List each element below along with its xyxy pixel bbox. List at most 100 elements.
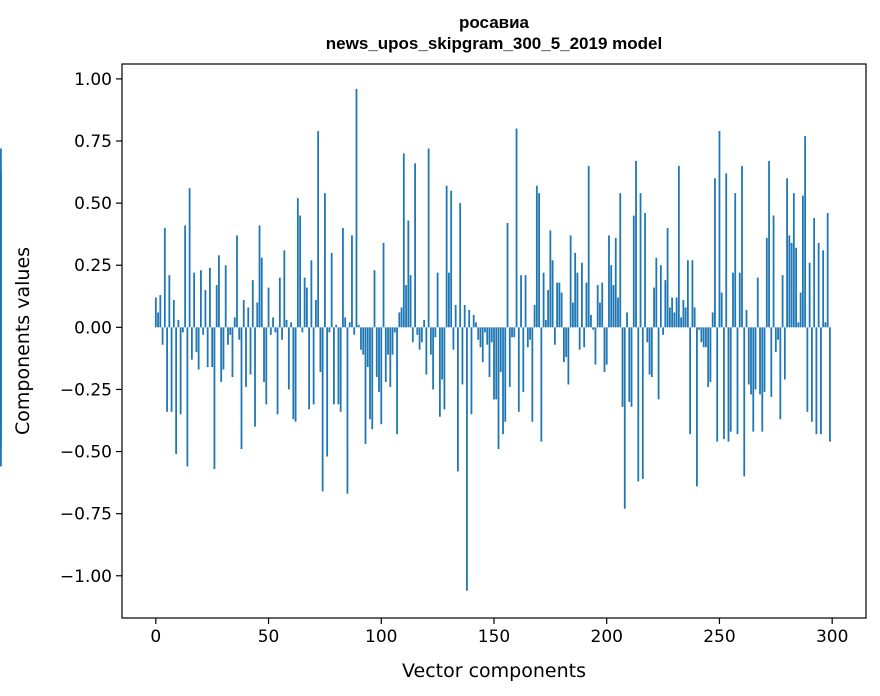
bar-187 <box>576 272 579 328</box>
bar-180 <box>560 292 563 328</box>
bar-155 <box>504 327 507 422</box>
bar-188 <box>578 327 581 350</box>
bar-60 <box>290 322 292 328</box>
bar-222 <box>655 257 658 328</box>
bar-260 <box>741 165 743 328</box>
bar-167 <box>531 327 534 422</box>
bar-146 <box>484 327 486 333</box>
bar-18 <box>195 327 198 353</box>
bar-42 <box>249 327 252 375</box>
bar-24 <box>209 267 211 328</box>
bar-283 <box>792 193 795 328</box>
bar-279 <box>783 327 786 380</box>
bar-25 <box>211 327 214 368</box>
bar-40 <box>245 327 247 387</box>
bar-19 <box>197 327 200 370</box>
bar-297 <box>824 322 827 328</box>
bar-79 <box>333 327 335 405</box>
bar-61 <box>292 327 295 420</box>
bar-184 <box>569 235 572 328</box>
bar-35 <box>233 317 236 328</box>
bar-59 <box>287 327 290 390</box>
bar-191 <box>585 282 588 328</box>
x-tick-label: 150 <box>478 627 510 647</box>
bar-265 <box>752 327 755 432</box>
bar-124 <box>434 327 437 338</box>
bar-207 <box>621 327 624 407</box>
bar-259 <box>738 272 741 328</box>
bar-122 <box>429 327 432 355</box>
bar-51 <box>269 327 272 335</box>
bar-38 <box>240 327 243 450</box>
bar-221 <box>653 287 655 328</box>
bar-208 <box>623 327 626 509</box>
bar-108 <box>398 312 401 328</box>
bar-84 <box>344 317 347 328</box>
bar-149 <box>490 327 493 343</box>
bar-78 <box>330 252 333 328</box>
bar-185 <box>572 302 574 328</box>
bar-250 <box>718 131 721 328</box>
bar-280 <box>786 178 788 328</box>
bar-176 <box>551 260 554 328</box>
bar-290 <box>808 262 811 328</box>
bar-190 <box>583 327 586 348</box>
bar-240 <box>696 327 698 487</box>
bar-14 <box>186 327 189 467</box>
bar-27 <box>215 285 218 328</box>
bar-104 <box>389 327 392 387</box>
bar-152 <box>497 327 500 450</box>
bar-64 <box>299 215 302 328</box>
bar-199 <box>603 327 606 373</box>
bar-169 <box>535 185 538 328</box>
bar-32 <box>227 327 229 345</box>
bar-166 <box>529 327 531 340</box>
bar-4 <box>163 227 166 328</box>
bar-76 <box>326 327 329 457</box>
bar-17 <box>193 272 196 328</box>
bar-82 <box>339 327 342 412</box>
bar-2 <box>159 295 162 328</box>
bar-99 <box>378 327 380 392</box>
bar-123 <box>432 327 435 390</box>
bar-67 <box>305 287 308 328</box>
bar-100 <box>380 327 383 425</box>
bar-217 <box>644 213 646 328</box>
bar-289 <box>806 327 809 412</box>
bar-72 <box>317 131 320 328</box>
bar-63 <box>296 198 299 328</box>
bar-194 <box>592 327 595 330</box>
bar-33 <box>229 327 232 335</box>
bar-41 <box>247 307 250 328</box>
bar-37 <box>238 327 241 340</box>
bar-248 <box>714 178 716 328</box>
bar-47 <box>260 257 263 328</box>
bar-241 <box>698 327 701 330</box>
bar-undefined <box>0 327 2 365</box>
bar-12 <box>181 327 184 333</box>
bar-30 <box>222 327 225 370</box>
bar-178 <box>556 282 559 328</box>
chart-title-block: росавиа news_upos_skipgram_300_5_2019 mo… <box>122 12 866 54</box>
bar-117 <box>418 327 421 350</box>
bar-44 <box>254 327 256 427</box>
bar-31 <box>224 265 227 328</box>
bar-229 <box>671 297 674 328</box>
y-tick-label: 0.00 <box>74 318 112 338</box>
bar-3 <box>161 327 164 345</box>
bar-162 <box>520 275 522 328</box>
bar-286 <box>799 292 802 328</box>
bar-16 <box>190 327 193 360</box>
y-tick-label: 0.75 <box>74 132 112 152</box>
bar-206 <box>619 193 622 328</box>
bar-213 <box>635 160 637 328</box>
y-axis-ticks: −1.00 −0.75 −0.50 −0.25 0.00 0.25 0.50 0.75 1.00 <box>60 70 122 587</box>
bar-148 <box>488 327 491 378</box>
bar-45 <box>256 302 259 328</box>
bar-272 <box>768 160 770 328</box>
bar-193 <box>590 314 592 328</box>
bar-133 <box>454 304 457 328</box>
bar-20 <box>200 270 202 328</box>
bar-48 <box>263 327 265 382</box>
bar-175 <box>549 230 552 328</box>
